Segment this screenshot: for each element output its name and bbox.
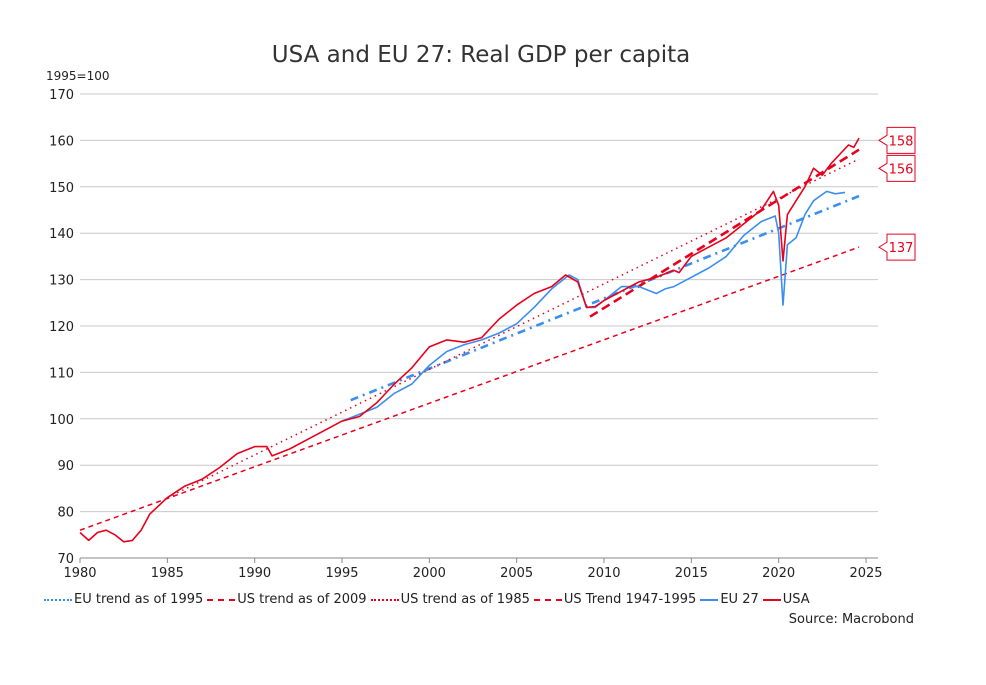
legend-item: EU trend as of 1995 [44, 592, 203, 607]
y-tick-label: 120 [49, 320, 74, 335]
x-tick-label: 2005 [500, 566, 533, 581]
legend-label: EU trend as of 1995 [74, 592, 204, 607]
legend-label: USA [782, 592, 810, 607]
legend: EU trend as of 1995 US trend as of 2009 US… [44, 592, 814, 607]
legend-swatch [762, 598, 781, 601]
x-tick-label: 2015 [675, 566, 708, 581]
legend-swatch [44, 598, 72, 601]
y-tick-label: 80 [57, 506, 74, 521]
x-tick-label: 2010 [587, 566, 620, 581]
legend-label: US Trend 1947-1995 [563, 592, 697, 607]
y-tick-label: 100 [49, 413, 74, 428]
y-tick-label: 160 [49, 134, 74, 149]
x-tick-label: 1995 [325, 566, 358, 581]
legend-item: US Trend 1947-1995 [533, 592, 697, 607]
x-tick-label: 1990 [238, 566, 271, 581]
end-label: 158 [889, 134, 914, 149]
y-tick-label: 170 [49, 88, 74, 103]
x-tick-label: 2000 [413, 566, 446, 581]
legend-item: USA [762, 592, 810, 607]
y-tick-label: 90 [57, 459, 74, 474]
end-label: 137 [889, 241, 914, 256]
legend-item: EU 27 [700, 592, 759, 607]
x-tick-label: 2020 [762, 566, 795, 581]
x-tick-label: 1980 [63, 566, 96, 581]
y-tick-label: 140 [49, 227, 74, 242]
legend-swatch [207, 598, 236, 601]
end-label-box [878, 126, 916, 154]
legend-item: US trend as of 1985 [370, 592, 530, 607]
legend-label: US trend as of 1985 [400, 592, 530, 607]
end-label: 156 [889, 162, 914, 177]
legend-swatch [370, 598, 399, 601]
y-tick-label: 130 [49, 274, 74, 289]
y-axis-label: 1995=100 [46, 69, 110, 83]
x-tick-label: 1985 [151, 566, 184, 581]
y-tick-label: 150 [49, 181, 74, 196]
series-us-trend-as-of-1985 [166, 158, 860, 499]
y-tick-label: 110 [49, 366, 74, 381]
series-eu-trend-as-of-1995 [350, 194, 860, 402]
x-tick-label: 2025 [849, 566, 882, 581]
legend-label: US trend as of 2009 [237, 592, 367, 607]
end-label-box [878, 233, 916, 261]
end-label-box [878, 154, 916, 182]
chart-title: USA and EU 27: Real GDP per capita [271, 42, 691, 68]
series-usa [79, 137, 860, 543]
legend-item: US trend as of 2009 [207, 592, 367, 607]
legend-swatch [533, 598, 562, 601]
legend-swatch [700, 598, 719, 601]
series-us-trend-1947-1995 [79, 246, 860, 531]
series-us-trend-as-of-2009 [589, 148, 860, 318]
legend-label: EU 27 [720, 592, 759, 607]
y-tick-label: 70 [57, 552, 74, 567]
source-note: Source: Macrobond [788, 612, 914, 627]
